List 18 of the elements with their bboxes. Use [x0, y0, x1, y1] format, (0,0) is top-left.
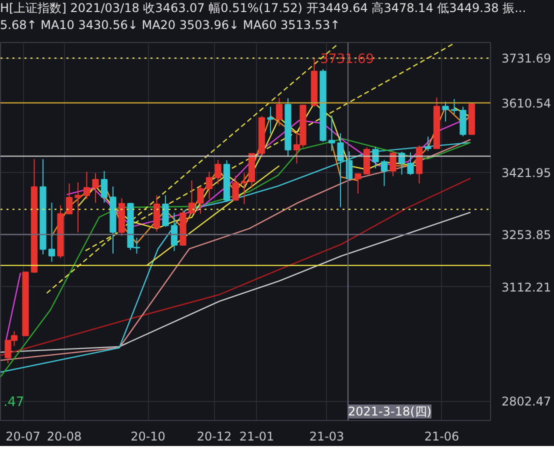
y-tick-label: 3112.21 [502, 280, 552, 294]
annotation: 3731.69 [320, 52, 374, 68]
y-tick-label: 2802.47 [502, 394, 552, 409]
x-tick-label: 21-03 [309, 430, 344, 444]
y-tick-label: 3421.95 [502, 166, 552, 180]
ref-line-label: 3610.54 [502, 96, 552, 110]
x-tick-label: 20-08 [46, 430, 82, 444]
text: H[上证指数] 2021/03/18 收3463.07 幅0.51%(17.52) 开3449.64 高3478.14 低3449.38 振... [0, 1, 526, 15]
y-tick-label: 3731.69 [502, 52, 552, 66]
x-tick-label: 20-07 [6, 430, 40, 444]
annotation: .47 [4, 395, 24, 410]
ref-line-label: 3253.85 [502, 228, 552, 242]
x-tick-label: 20-12 [196, 430, 232, 444]
x-tick-label: 21-06 [424, 430, 460, 444]
x-tick-label: 21-01 [239, 430, 274, 444]
ref-line-label: 2021-3-18(四) [348, 404, 432, 418]
x-tick-label: 20-10 [130, 430, 166, 444]
text: 5.68↑ MA10 3430.56↓ MA20 3503.96↓ MA60 3513.53↑ [0, 18, 340, 32]
